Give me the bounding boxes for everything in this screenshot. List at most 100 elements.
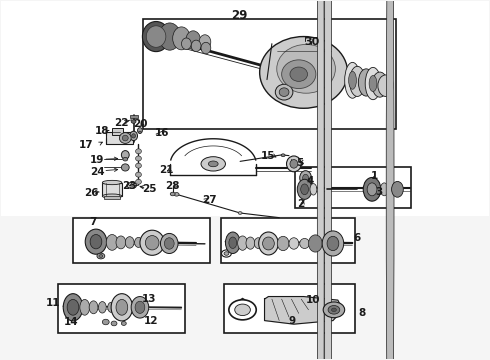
Ellipse shape: [310, 184, 317, 195]
Ellipse shape: [98, 302, 106, 313]
Ellipse shape: [122, 321, 126, 325]
Ellipse shape: [367, 183, 377, 196]
Ellipse shape: [327, 236, 339, 251]
Bar: [102, 183, 122, 196]
Ellipse shape: [160, 233, 178, 253]
Ellipse shape: [318, 0, 324, 360]
Bar: [58, 284, 185, 333]
Text: 16: 16: [155, 129, 170, 138]
Text: 23: 23: [122, 181, 136, 191]
Ellipse shape: [275, 84, 293, 100]
Ellipse shape: [147, 26, 166, 47]
Circle shape: [99, 255, 103, 257]
Text: 2: 2: [297, 199, 304, 210]
Circle shape: [331, 308, 336, 312]
Circle shape: [131, 120, 136, 123]
Ellipse shape: [386, 0, 394, 360]
Bar: [224, 284, 355, 333]
Ellipse shape: [164, 238, 174, 249]
Ellipse shape: [300, 171, 312, 185]
Bar: [224, 284, 355, 333]
Circle shape: [323, 302, 344, 318]
Text: 29: 29: [231, 9, 247, 22]
Text: 7: 7: [89, 217, 96, 227]
Ellipse shape: [303, 174, 309, 181]
Ellipse shape: [378, 75, 393, 96]
Ellipse shape: [102, 194, 122, 198]
Text: 19: 19: [90, 155, 104, 165]
Text: 3: 3: [375, 187, 383, 197]
Ellipse shape: [238, 236, 247, 250]
Ellipse shape: [90, 234, 102, 249]
Text: 1: 1: [370, 171, 378, 181]
Ellipse shape: [365, 67, 381, 100]
Bar: [130, 116, 138, 118]
Circle shape: [174, 193, 179, 196]
Circle shape: [170, 192, 175, 196]
Ellipse shape: [325, 0, 331, 360]
Ellipse shape: [67, 300, 79, 315]
Ellipse shape: [344, 62, 360, 98]
Text: 24: 24: [90, 167, 104, 177]
Ellipse shape: [290, 159, 298, 168]
Ellipse shape: [263, 237, 274, 250]
Ellipse shape: [140, 230, 164, 255]
Ellipse shape: [369, 76, 377, 91]
Bar: [295, 167, 411, 208]
Bar: [295, 167, 411, 208]
Text: 22: 22: [115, 118, 129, 128]
Ellipse shape: [277, 44, 335, 93]
Ellipse shape: [297, 179, 312, 199]
Ellipse shape: [136, 172, 142, 177]
Ellipse shape: [136, 179, 142, 184]
Circle shape: [328, 306, 340, 314]
Text: 26: 26: [84, 188, 98, 198]
Ellipse shape: [111, 294, 133, 321]
Ellipse shape: [122, 164, 129, 171]
Polygon shape: [265, 297, 343, 324]
Ellipse shape: [172, 27, 190, 50]
Ellipse shape: [146, 235, 159, 250]
Ellipse shape: [102, 180, 122, 185]
Ellipse shape: [300, 238, 310, 248]
Ellipse shape: [135, 301, 145, 314]
Text: 20: 20: [133, 120, 147, 129]
Ellipse shape: [201, 42, 211, 54]
Bar: [106, 132, 133, 144]
Ellipse shape: [363, 177, 381, 201]
Ellipse shape: [122, 135, 128, 141]
Ellipse shape: [191, 40, 201, 51]
Text: 27: 27: [202, 195, 217, 206]
Ellipse shape: [127, 183, 137, 188]
Ellipse shape: [348, 71, 356, 89]
Ellipse shape: [349, 66, 365, 96]
Text: 25: 25: [143, 184, 157, 194]
Ellipse shape: [289, 238, 299, 249]
Ellipse shape: [106, 234, 118, 250]
Ellipse shape: [116, 236, 126, 249]
Ellipse shape: [125, 237, 134, 248]
Ellipse shape: [135, 237, 143, 247]
Ellipse shape: [277, 236, 289, 251]
Circle shape: [97, 253, 105, 259]
Ellipse shape: [63, 294, 83, 321]
Text: 9: 9: [288, 316, 295, 326]
Ellipse shape: [131, 297, 149, 318]
Text: 4: 4: [307, 176, 314, 186]
Bar: [0, 0, 490, 216]
Ellipse shape: [122, 150, 129, 159]
Ellipse shape: [322, 231, 343, 256]
Ellipse shape: [358, 69, 374, 96]
Ellipse shape: [380, 183, 388, 196]
Ellipse shape: [120, 133, 131, 143]
Text: 14: 14: [64, 318, 79, 327]
Ellipse shape: [229, 237, 237, 248]
Ellipse shape: [208, 161, 218, 167]
Ellipse shape: [259, 232, 278, 255]
Circle shape: [224, 252, 229, 255]
Text: 30: 30: [305, 37, 320, 47]
Ellipse shape: [102, 319, 109, 325]
Ellipse shape: [282, 60, 316, 89]
Ellipse shape: [130, 131, 138, 140]
Ellipse shape: [372, 72, 388, 97]
